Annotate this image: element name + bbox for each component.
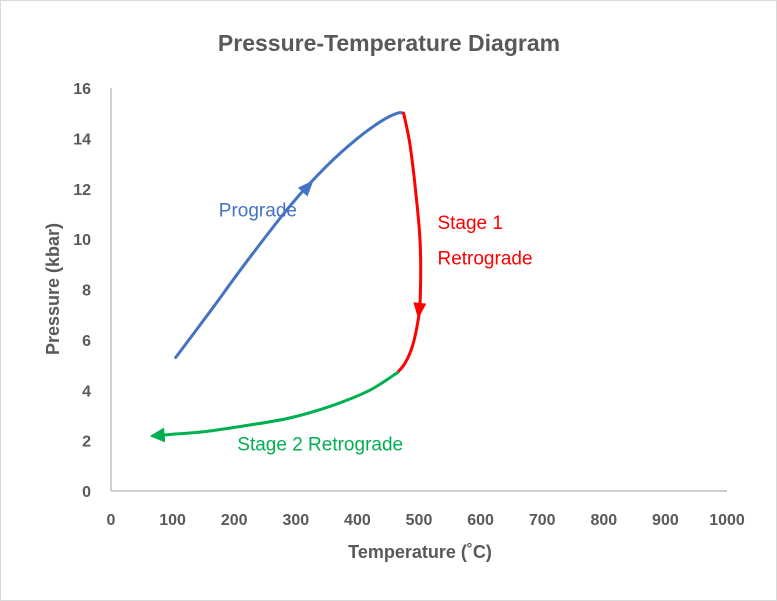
annotation-label: Retrograde [437,248,532,269]
x-tick-label: 400 [344,512,371,529]
series-line-0 [174,111,406,359]
series-layer [149,111,427,443]
y-tick-label: 14 [73,131,91,148]
y-tick-label: 0 [82,484,91,501]
x-axis-title: Temperature (˚C) [348,542,492,562]
chart-title: Pressure-Temperature Diagram [218,30,560,56]
y-tick-labels: 0 2 4 6 8 10 12 14 16 [73,81,91,501]
x-tick-label: 0 [107,512,116,529]
y-axis-title: Pressure (kbar) [43,223,63,355]
x-tick-labels: 0 100 200 300 400 500 600 700 800 900 1000 [107,512,745,529]
annotation-label: Stage 2 Retrograde [237,435,403,456]
annotation-label: Stage 1 [437,213,503,234]
annotation-layer: Prograde Stage 1 Retrograde Stage 2 Retrogr… [219,200,533,455]
y-tick-label: 10 [73,232,91,249]
x-tick-label: 600 [467,512,494,529]
y-tick-label: 4 [82,383,91,400]
series-direction-arrow-0 [297,180,314,197]
y-tick-label: 16 [73,81,91,98]
y-tick-label: 6 [82,333,91,350]
series-line-1 [395,111,423,375]
x-tick-label: 500 [406,512,433,529]
series-direction-arrow-1 [413,302,427,319]
y-tick-label: 8 [82,283,91,300]
x-tick-label: 900 [652,512,679,529]
annotation-label: Prograde [219,200,297,221]
x-tick-label: 100 [159,512,186,529]
x-tick-label: 1000 [709,512,745,529]
series-line-2 [149,371,399,443]
y-tick-label: 2 [82,434,91,451]
x-tick-label: 800 [590,512,617,529]
x-tick-label: 700 [529,512,556,529]
x-tick-label: 300 [282,512,309,529]
y-tick-label: 12 [73,182,91,199]
axes [110,88,727,492]
x-tick-label: 200 [221,512,248,529]
